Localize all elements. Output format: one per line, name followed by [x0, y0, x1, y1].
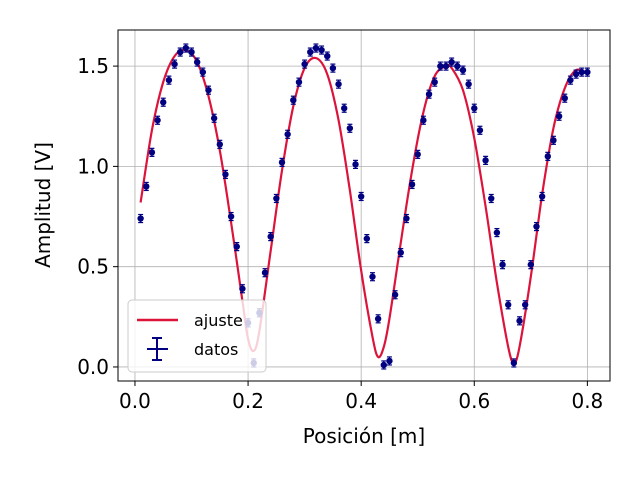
x-tick-label: 0.8	[571, 389, 603, 413]
data-point	[533, 221, 540, 232]
data-point	[363, 233, 371, 244]
x-tick-label: 0.2	[232, 389, 264, 413]
data-point	[227, 211, 235, 222]
data-point	[295, 77, 303, 87]
data-point	[346, 123, 354, 133]
data-point	[341, 103, 348, 113]
data-point	[177, 47, 184, 57]
data-point	[544, 151, 551, 161]
data-point	[210, 113, 218, 123]
data-point	[301, 59, 308, 69]
data-point	[572, 69, 580, 79]
data-point	[397, 248, 404, 258]
data-point	[380, 360, 387, 370]
data-point	[442, 61, 450, 71]
legend-data-label: datos	[194, 340, 238, 359]
data-point	[386, 356, 393, 366]
data-point	[499, 260, 506, 270]
data-point	[561, 93, 568, 103]
data-point	[143, 181, 150, 192]
data-point	[584, 67, 591, 77]
data-point	[290, 95, 297, 105]
data-point	[578, 67, 585, 77]
legend-box	[127, 299, 267, 373]
data-point	[521, 300, 529, 310]
data-point	[555, 111, 563, 121]
data-series	[137, 43, 591, 370]
x-tick-label: 0.4	[345, 389, 377, 413]
data-point	[148, 147, 156, 157]
data-point	[329, 63, 337, 73]
data-point	[278, 157, 286, 167]
data-point	[538, 191, 546, 202]
data-point	[437, 61, 444, 71]
data-point	[431, 77, 438, 87]
data-point	[160, 97, 167, 107]
data-point	[465, 79, 472, 89]
data-point	[318, 45, 325, 55]
x-tick-label: 0.6	[458, 389, 490, 413]
data-point	[267, 231, 274, 242]
data-point	[171, 59, 178, 69]
legend-fit-label: ajuste	[194, 311, 243, 330]
data-point	[273, 193, 280, 204]
data-point	[420, 115, 427, 125]
data-point	[459, 65, 467, 75]
data-point	[471, 103, 478, 113]
data-point	[510, 358, 518, 368]
data-point	[216, 139, 223, 149]
data-point	[312, 43, 320, 53]
data-point	[482, 155, 489, 165]
data-point	[414, 149, 421, 159]
data-point	[205, 85, 212, 95]
data-point	[222, 169, 229, 180]
y-tick-label: 0.0	[77, 355, 109, 379]
legend-data-swatch	[147, 337, 168, 361]
data-point	[239, 284, 246, 294]
data-point	[476, 125, 484, 135]
data-point	[527, 260, 535, 270]
x-tick-label: 0.0	[119, 389, 151, 413]
legend: ajuste datos	[127, 299, 267, 373]
data-point	[567, 75, 574, 85]
plot-area-frame	[117, 29, 611, 382]
data-point	[357, 191, 365, 202]
data-point	[307, 47, 314, 57]
data-point	[408, 179, 416, 190]
y-tick-label: 0.5	[77, 255, 109, 279]
data-point	[324, 51, 331, 61]
axis-ticks: 0.0 0.2 0.4 0.6 0.8 0.0 0.5 1.0 1.5	[77, 54, 603, 413]
data-point	[448, 57, 455, 67]
data-point	[188, 47, 195, 57]
data-point	[193, 57, 201, 67]
data-point	[374, 314, 382, 324]
data-point	[233, 242, 240, 252]
data-point	[550, 135, 557, 145]
data-point	[493, 227, 501, 238]
data-point	[154, 115, 161, 125]
y-axis-title: Amplitud [V]	[31, 142, 55, 268]
data-point	[403, 213, 410, 224]
data-point	[199, 67, 207, 77]
data-point	[261, 268, 269, 278]
data-point	[335, 79, 342, 89]
data-point	[165, 75, 173, 85]
y-tick-label: 1.5	[77, 54, 109, 78]
y-tick-label: 1.0	[77, 154, 109, 178]
data-point	[516, 316, 523, 326]
data-point	[454, 61, 461, 71]
data-point	[369, 272, 376, 282]
data-point	[137, 213, 144, 224]
data-point	[505, 300, 512, 310]
data-point	[352, 159, 359, 169]
data-point	[391, 290, 399, 300]
data-point	[425, 89, 433, 99]
data-point	[182, 43, 190, 53]
data-point	[284, 129, 291, 139]
data-point	[488, 193, 495, 204]
x-axis-title: Posición [m]	[303, 424, 425, 448]
